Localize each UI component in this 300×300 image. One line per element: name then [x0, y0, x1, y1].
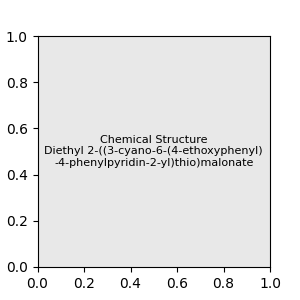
Text: Chemical Structure
Diethyl 2-((3-cyano-6-(4-ethoxyphenyl)
-4-phenylpyridin-2-yl): Chemical Structure Diethyl 2-((3-cyano-6…: [44, 135, 263, 168]
